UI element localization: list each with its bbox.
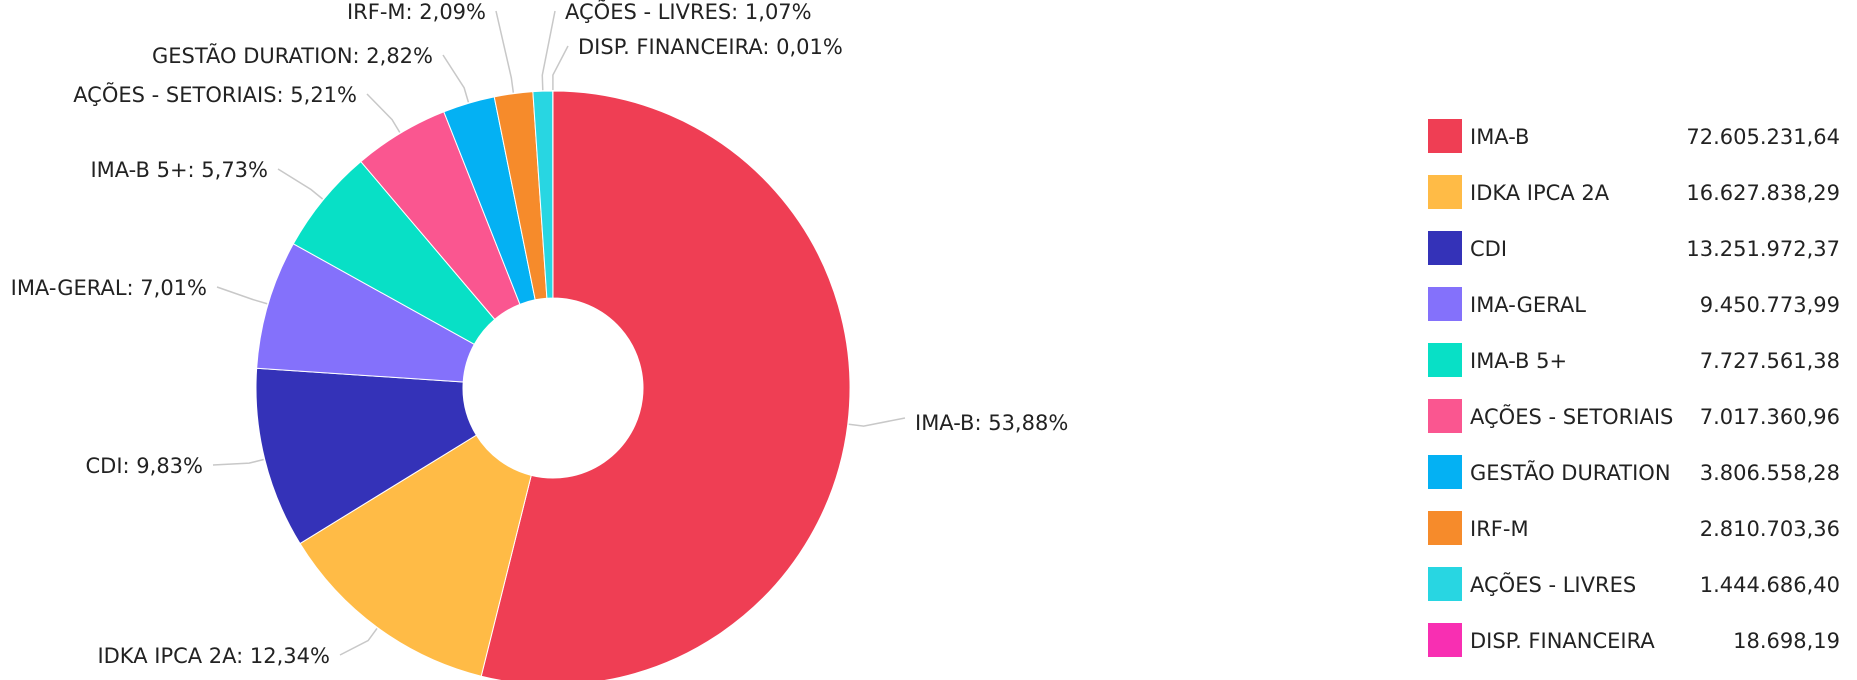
legend-item-acoes-setoriais[interactable]: AÇÕES - SETORIAIS 7.017.360,96	[1428, 399, 1840, 433]
legend-value: 9.450.773,99	[1700, 293, 1840, 317]
leader-line-disp-financeira	[552, 45, 569, 91]
slice-label-ima-b: IMA-B: 53,88%	[915, 411, 1068, 435]
leader-line-idka-ipca-2a	[339, 628, 378, 656]
legend-swatch	[1428, 343, 1462, 377]
legend-item-irf-m[interactable]: IRF-M 2.810.703,36	[1428, 511, 1840, 545]
legend-swatch	[1428, 623, 1462, 657]
slice-label-gestao-duration: GESTÃO DURATION: 2,82%	[152, 42, 433, 68]
legend-swatch	[1428, 455, 1462, 489]
leader-lines	[212, 10, 906, 656]
slice-label-acoes-livres: AÇÕES - LIVRES: 1,07%	[565, 0, 812, 24]
slice-label-disp-financeira: DISP. FINANCEIRA: 0,01%	[578, 35, 843, 59]
legend-swatch	[1428, 231, 1462, 265]
legend-value: 7.727.561,38	[1700, 349, 1840, 373]
legend-item-ima-geral[interactable]: IMA-GERAL 9.450.773,99	[1428, 287, 1840, 321]
legend-swatch	[1428, 119, 1462, 153]
legend-label: AÇÕES - LIVRES	[1470, 571, 1636, 597]
legend-label: CDI	[1470, 237, 1507, 261]
legend-value: 3.806.558,28	[1700, 461, 1840, 485]
legend-label: DISP. FINANCEIRA	[1470, 629, 1655, 653]
legend-label: GESTÃO DURATION	[1470, 459, 1671, 485]
legend-value: 1.444.686,40	[1700, 573, 1840, 597]
legend-label: IRF-M	[1470, 517, 1529, 541]
slice-ima-b[interactable]	[480, 90, 851, 680]
legend-label: IMA-B	[1470, 125, 1529, 149]
legend-swatch	[1428, 399, 1462, 433]
slice-label-idka-ipca-2a: IDKA IPCA 2A: 12,34%	[97, 644, 330, 668]
legend-label: IDKA IPCA 2A	[1470, 181, 1610, 205]
legend-item-gestao-duration[interactable]: GESTÃO DURATION 3.806.558,28	[1428, 455, 1840, 489]
slice-label-cdi: CDI: 9,83%	[86, 454, 204, 478]
legend-swatch	[1428, 175, 1462, 209]
donut-slices	[255, 90, 851, 680]
legend-item-acoes-livres[interactable]: AÇÕES - LIVRES 1.444.686,40	[1428, 567, 1840, 601]
leader-line-irf-m	[495, 10, 515, 93]
slice-label-ima-geral: IMA-GERAL: 7,01%	[11, 276, 207, 300]
legend-value: 72.605.231,64	[1686, 125, 1840, 149]
legend-label: AÇÕES - SETORIAIS	[1470, 403, 1673, 429]
slice-label-irf-m: IRF-M: 2,09%	[347, 0, 486, 24]
slice-label-acoes-setoriais: AÇÕES - SETORIAIS: 5,21%	[73, 81, 357, 107]
slice-cdi[interactable]	[255, 367, 478, 545]
legend-item-ima-b-5[interactable]: IMA-B 5+ 7.727.561,38	[1428, 343, 1840, 377]
legend-value: 2.810.703,36	[1700, 517, 1840, 541]
legend-swatch	[1428, 511, 1462, 545]
leader-line-acoes-livres	[541, 10, 556, 91]
slice-label-ima-b-5: IMA-B 5+: 5,73%	[90, 158, 268, 182]
leader-line-ima-b	[848, 417, 906, 427]
legend-value: 18.698,19	[1733, 629, 1840, 653]
legend-swatch	[1428, 567, 1462, 601]
legend-item-ima-b[interactable]: IMA-B 72.605.231,64	[1428, 119, 1840, 153]
legend-item-idka-ipca-2a[interactable]: IDKA IPCA 2A 16.627.838,29	[1428, 175, 1840, 209]
leader-line-acoes-setoriais	[366, 93, 401, 133]
legend-value: 13.251.972,37	[1686, 237, 1840, 261]
legend-item-cdi[interactable]: CDI 13.251.972,37	[1428, 231, 1840, 265]
legend-value: 7.017.360,96	[1700, 405, 1840, 429]
legend-label: IMA-GERAL	[1470, 293, 1586, 317]
legend: IMA-B 72.605.231,64 IDKA IPCA 2A 16.627.838…	[1428, 119, 1840, 657]
legend-value: 16.627.838,29	[1686, 181, 1840, 205]
leader-line-ima-b-5	[277, 168, 324, 200]
legend-swatch	[1428, 287, 1462, 321]
leader-line-gestao-duration	[442, 54, 470, 103]
legend-label: IMA-B 5+	[1470, 349, 1567, 373]
leader-line-cdi	[212, 458, 264, 466]
leader-line-ima-geral	[216, 286, 268, 305]
legend-item-disp-financeira[interactable]: DISP. FINANCEIRA 18.698,19	[1428, 623, 1840, 657]
slice-idka-ipca-2a[interactable]	[299, 434, 532, 677]
slice-labels: IMA-B: 53,88% IDKA IPCA 2A: 12,34% CDI: 9,…	[11, 0, 1069, 668]
